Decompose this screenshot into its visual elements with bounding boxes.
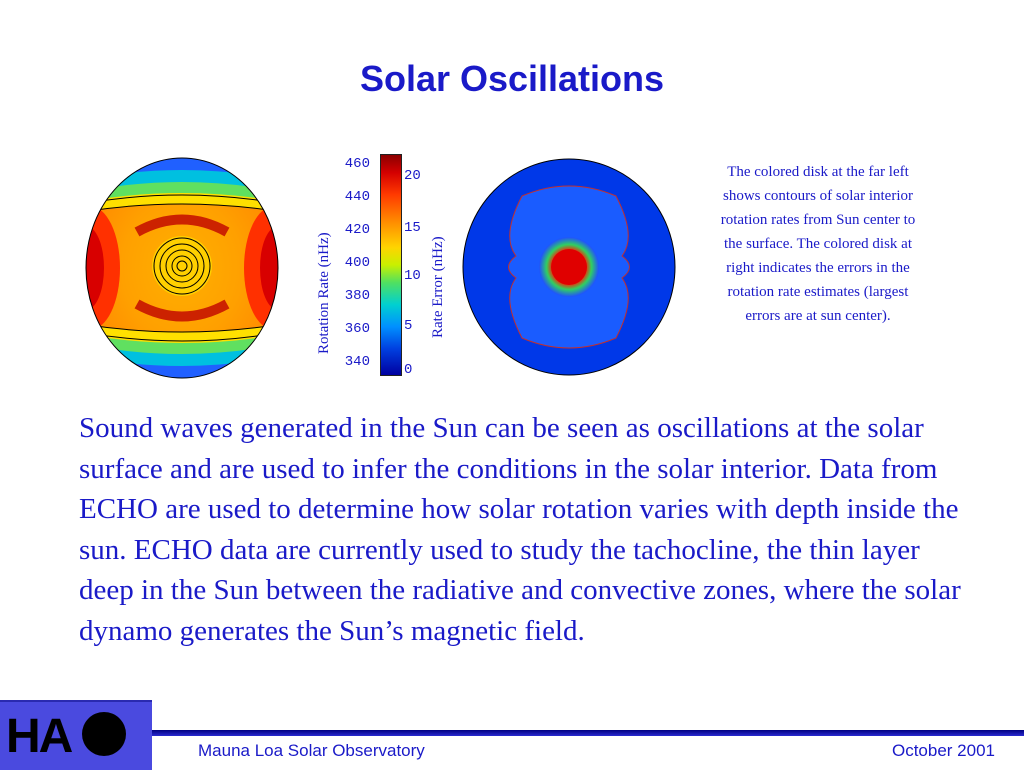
footer-date: October 2001 bbox=[891, 741, 995, 760]
left-tick: 440 bbox=[344, 189, 370, 205]
left-tick: 360 bbox=[344, 321, 370, 337]
left-tick: 420 bbox=[344, 222, 370, 238]
figure-caption: The colored disk at the far left shows c… bbox=[720, 164, 916, 324]
rate-error-disk bbox=[462, 158, 676, 376]
rate-error-axis-title: Rate Error (nHz) bbox=[430, 236, 446, 338]
rotation-rate-axis-title: Rotation Rate (nHz) bbox=[316, 232, 332, 354]
footer-organization: Mauna Loa Solar Observatory bbox=[198, 741, 425, 760]
body-paragraph: Sound waves generated in the Sun can be … bbox=[79, 412, 961, 647]
left-tick: 380 bbox=[344, 288, 370, 304]
right-tick: 5 bbox=[404, 318, 413, 334]
logo-dot-icon bbox=[82, 712, 126, 756]
color-scale-bar bbox=[380, 154, 402, 376]
hao-logo: HA bbox=[0, 700, 152, 770]
footer-rule bbox=[152, 730, 1024, 736]
right-tick: 10 bbox=[404, 268, 421, 284]
left-tick: 460 bbox=[344, 156, 370, 172]
colorbar-legend: Rotation Rate (nHz) 460 440 420 400 380 … bbox=[312, 148, 462, 383]
slide-title: Solar Oscillations bbox=[359, 58, 665, 99]
left-tick: 400 bbox=[344, 255, 370, 271]
logo-text: HA bbox=[6, 710, 73, 763]
right-tick: 20 bbox=[404, 168, 421, 184]
rotation-rate-disk bbox=[85, 157, 279, 379]
right-tick: 0 bbox=[404, 362, 413, 378]
right-tick: 15 bbox=[404, 220, 421, 236]
left-tick: 340 bbox=[344, 354, 370, 370]
